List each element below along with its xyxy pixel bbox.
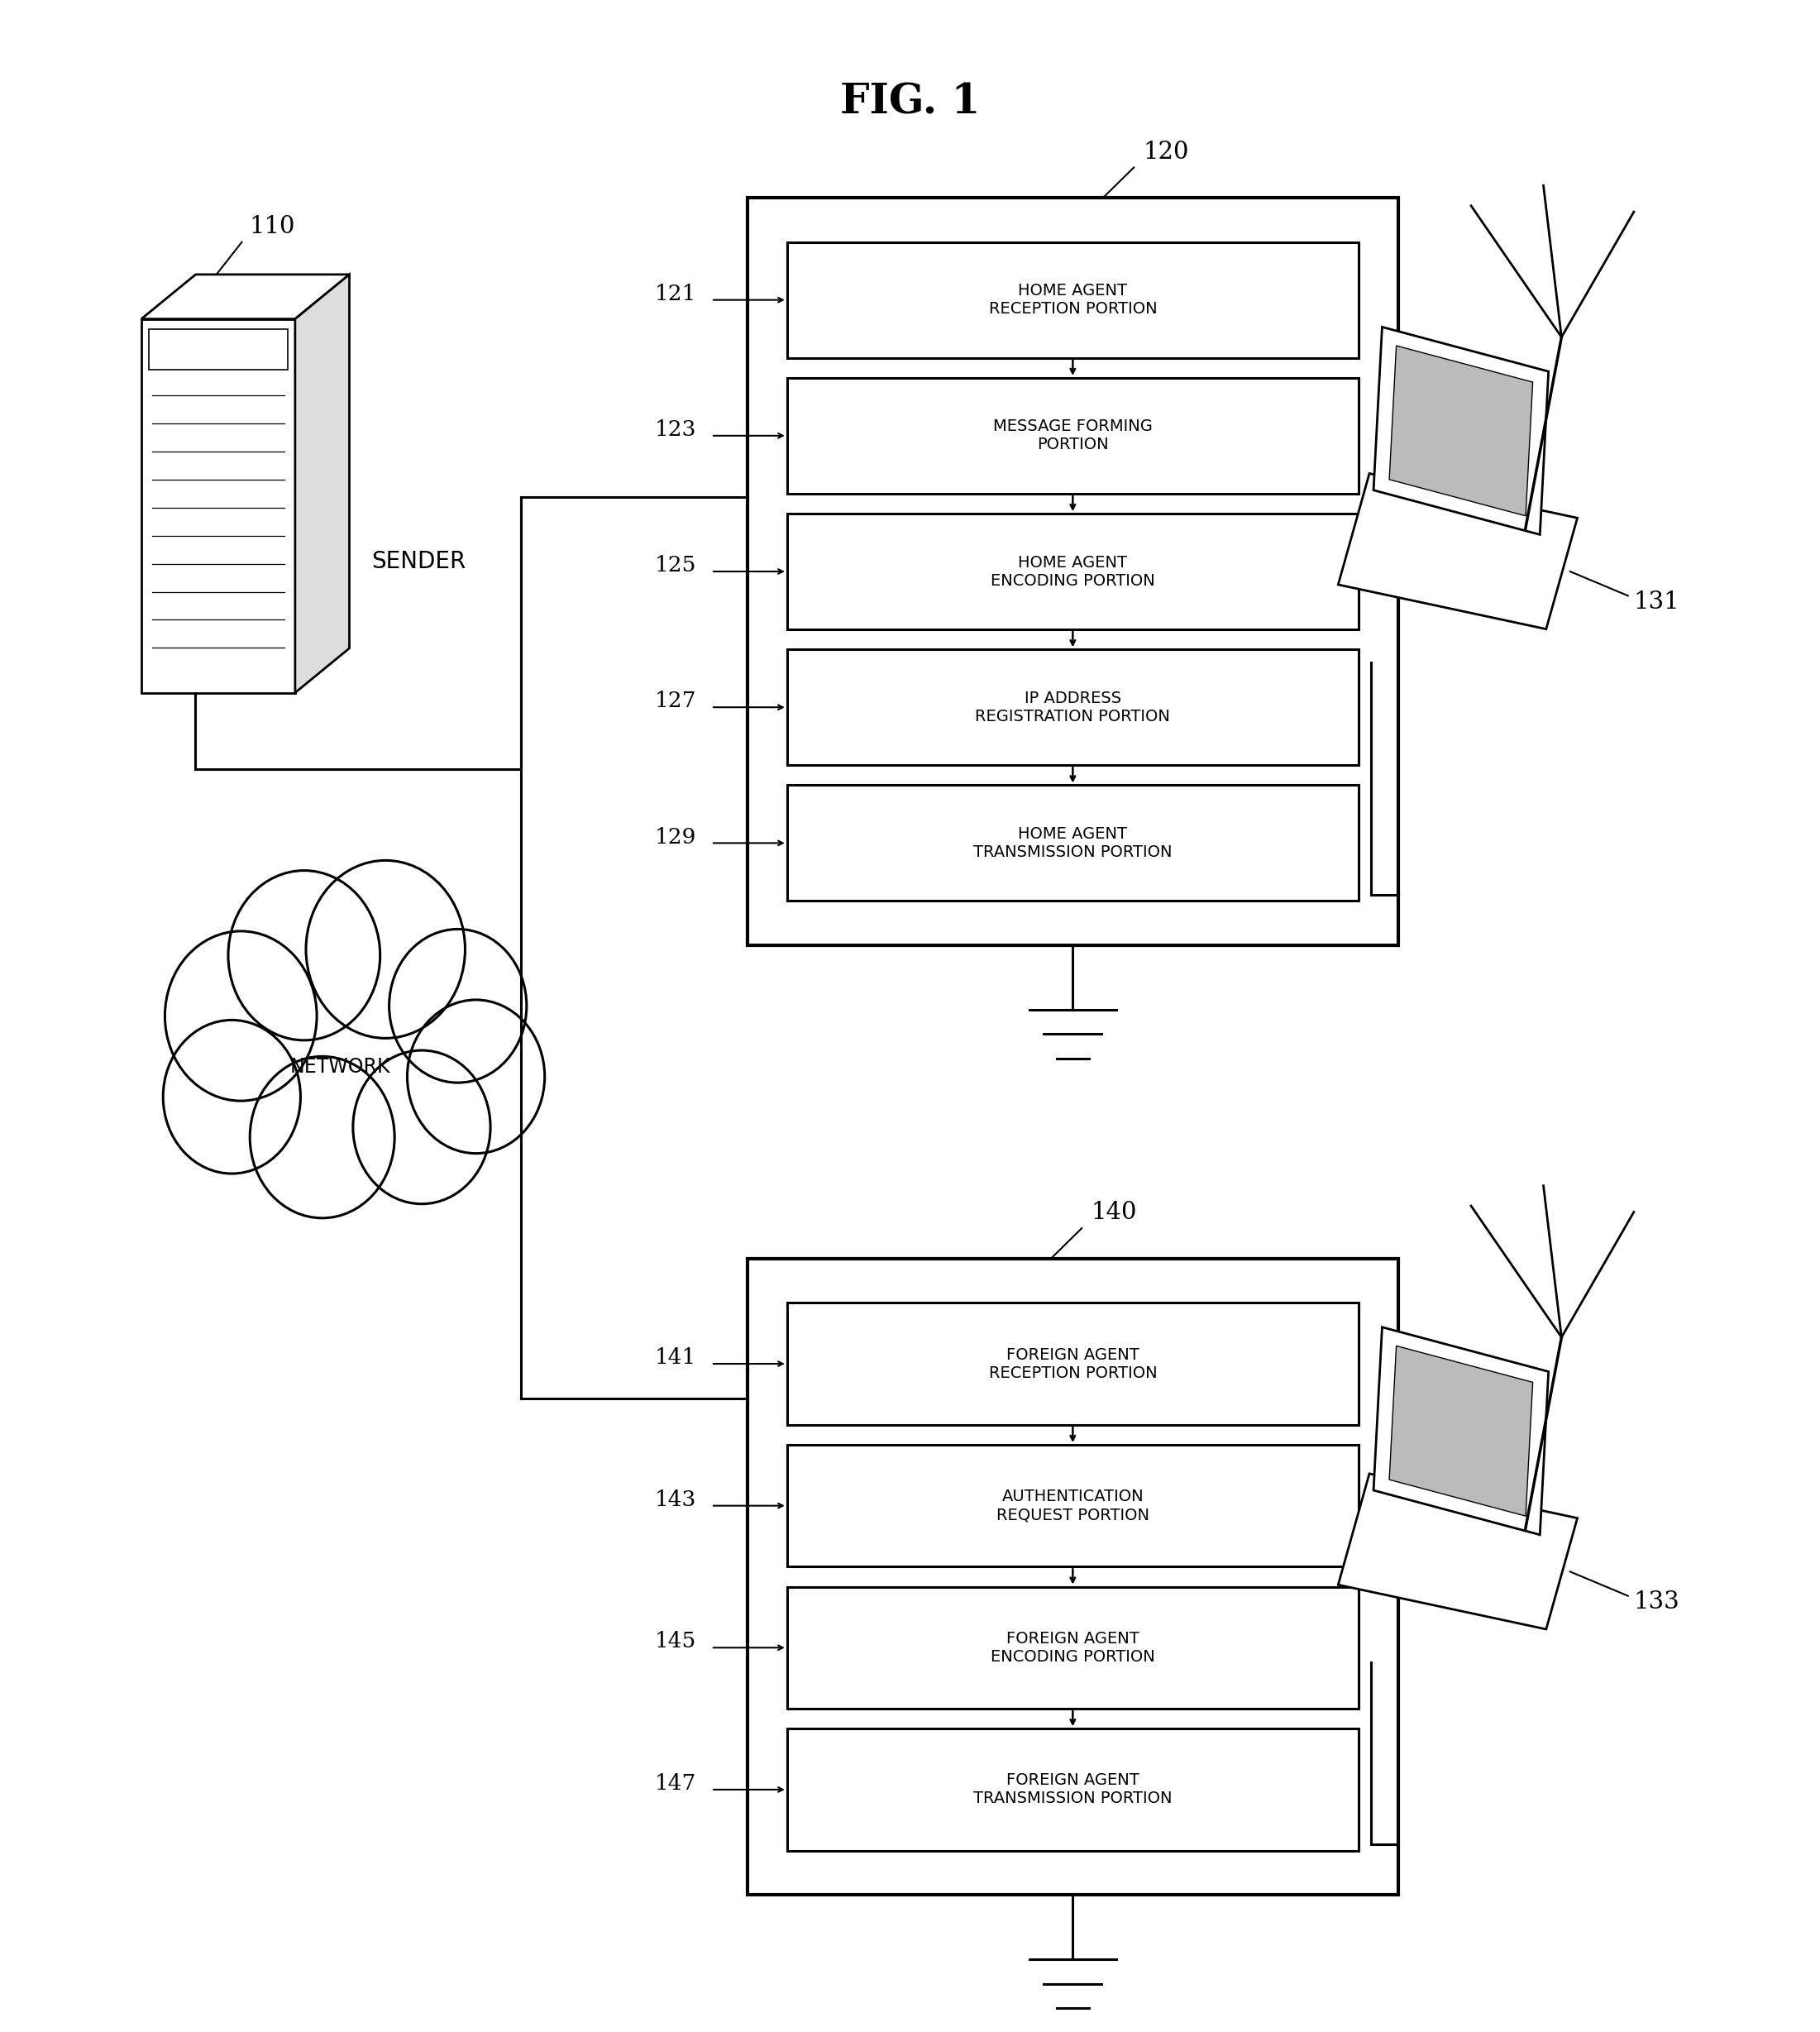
Text: FIG. 1: FIG. 1 — [841, 83, 979, 124]
Bar — [786, 378, 1358, 494]
Bar — [748, 1258, 1398, 1896]
Circle shape — [166, 931, 317, 1101]
Text: FOREIGN AGENT
TRANSMISSION PORTION: FOREIGN AGENT TRANSMISSION PORTION — [974, 1772, 1172, 1806]
Text: 133: 133 — [1633, 1591, 1680, 1613]
Text: 123: 123 — [655, 419, 697, 441]
Bar — [786, 1303, 1358, 1424]
Bar — [786, 242, 1358, 358]
Text: IP ADDRESS
REGISTRATION PORTION: IP ADDRESS REGISTRATION PORTION — [976, 691, 1170, 723]
Polygon shape — [295, 274, 349, 693]
Polygon shape — [1338, 473, 1578, 630]
Text: 140: 140 — [1090, 1201, 1138, 1223]
Text: 121: 121 — [655, 284, 697, 305]
Circle shape — [353, 1051, 490, 1203]
Circle shape — [249, 1057, 395, 1217]
Text: 120: 120 — [1143, 140, 1188, 163]
Text: NETWORK: NETWORK — [289, 1057, 391, 1077]
Text: 131: 131 — [1633, 589, 1680, 614]
Text: HOME AGENT
ENCODING PORTION: HOME AGENT ENCODING PORTION — [990, 555, 1156, 589]
Text: 143: 143 — [655, 1489, 697, 1510]
Text: 127: 127 — [655, 691, 697, 711]
Text: 141: 141 — [655, 1347, 697, 1368]
Circle shape — [408, 1000, 544, 1154]
Bar — [786, 1587, 1358, 1709]
Bar — [786, 650, 1358, 766]
Text: 129: 129 — [655, 827, 697, 847]
Circle shape — [164, 1020, 300, 1174]
Text: SENDER: SENDER — [371, 551, 466, 573]
Text: FOREIGN AGENT
ENCODING PORTION: FOREIGN AGENT ENCODING PORTION — [990, 1632, 1156, 1664]
Bar — [149, 329, 288, 370]
Text: HOME AGENT
RECEPTION PORTION: HOME AGENT RECEPTION PORTION — [988, 282, 1158, 317]
Text: 145: 145 — [655, 1632, 697, 1652]
Circle shape — [389, 929, 526, 1083]
Circle shape — [306, 860, 466, 1038]
Polygon shape — [1338, 1473, 1578, 1630]
Polygon shape — [1374, 1327, 1549, 1534]
Bar — [786, 514, 1358, 630]
Text: 147: 147 — [655, 1774, 697, 1794]
Polygon shape — [1374, 327, 1549, 534]
Bar — [786, 1445, 1358, 1567]
Polygon shape — [142, 274, 349, 319]
Text: MESSAGE FORMING
PORTION: MESSAGE FORMING PORTION — [994, 419, 1152, 453]
Bar — [786, 1729, 1358, 1851]
Text: 125: 125 — [655, 555, 697, 575]
Bar — [748, 197, 1398, 945]
Polygon shape — [1389, 1345, 1532, 1516]
Text: AUTHENTICATION
REQUEST PORTION: AUTHENTICATION REQUEST PORTION — [996, 1489, 1148, 1522]
Text: HOME AGENT
TRANSMISSION PORTION: HOME AGENT TRANSMISSION PORTION — [974, 827, 1172, 860]
Circle shape — [228, 870, 380, 1040]
Text: FOREIGN AGENT
RECEPTION PORTION: FOREIGN AGENT RECEPTION PORTION — [988, 1347, 1158, 1380]
Polygon shape — [1389, 345, 1532, 516]
Bar — [142, 319, 295, 693]
Text: 110: 110 — [249, 215, 295, 238]
Bar — [786, 784, 1358, 900]
